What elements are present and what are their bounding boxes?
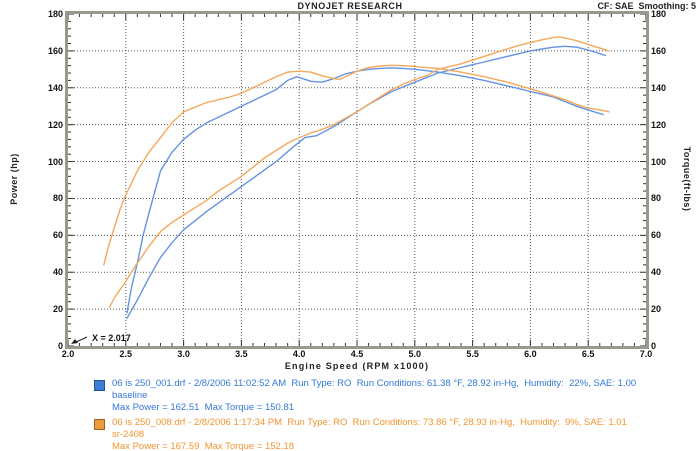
x-tick-label: 6.0 bbox=[524, 349, 537, 359]
x-tick-label: 4.0 bbox=[292, 349, 306, 359]
y-tick-label-right: 40 bbox=[651, 267, 662, 278]
legend-swatch bbox=[94, 380, 105, 391]
x-tick-label: 4.5 bbox=[350, 349, 364, 359]
y-tick-label-left: 0 bbox=[57, 341, 63, 351]
page-title: DYNOJET RESEARCH bbox=[297, 1, 403, 11]
x-tick-label: 2.5 bbox=[119, 349, 133, 359]
y-axis-title-power: Power (hp) bbox=[9, 153, 19, 205]
y-tick-label-right: 80 bbox=[651, 193, 662, 204]
x-tick-label: 3.5 bbox=[235, 349, 248, 359]
y-tick-label-left: 80 bbox=[52, 193, 63, 204]
y-tick-label-right: 140 bbox=[651, 82, 667, 93]
x-tick-label: 5.0 bbox=[408, 349, 422, 359]
legend-run-label: sr-2408 bbox=[112, 429, 145, 440]
legend-run-info: 06 is 250_008.drf - 2/8/2006 1:17:34 PM … bbox=[112, 417, 627, 428]
y-tick-label-left: 40 bbox=[52, 267, 63, 278]
x-tick-label: 5.5 bbox=[466, 349, 479, 359]
annotation-text: X = 2.017 bbox=[92, 333, 131, 343]
x-axis-title: Engine Speed (RPM x1000) bbox=[284, 361, 430, 371]
y-tick-label-left: 140 bbox=[47, 82, 63, 93]
legend: 06 is 250_001.drf - 2/8/2006 11:02:52 AM… bbox=[94, 378, 636, 451]
legend-run-label: baseline bbox=[112, 390, 148, 401]
legend-entry: 06 is 250_008.drf - 2/8/2006 1:17:34 PM … bbox=[94, 417, 636, 451]
x-tick-label: 7.0 bbox=[639, 349, 653, 359]
y-tick-label-left: 20 bbox=[52, 304, 63, 315]
legend-entry: 06 is 250_001.drf - 2/8/2006 11:02:52 AM… bbox=[94, 378, 636, 414]
curve-sr-2408-torque-ft-lbs- bbox=[103, 64, 610, 266]
legend-max-values: Max Power = 167.59 Max Torque = 152.18 bbox=[112, 441, 295, 451]
y-tick-label-left: 120 bbox=[47, 119, 63, 130]
x-tick-label: 2.0 bbox=[61, 349, 75, 359]
legend-run-info: 06 is 250_001.drf - 2/8/2006 11:02:52 AM… bbox=[112, 378, 637, 389]
curve-baseline-torque-ft-lbs- bbox=[126, 67, 604, 314]
y-tick-label-left: 180 bbox=[47, 9, 63, 19]
legend-max-values: Max Power = 162.51 Max Torque = 150.81 bbox=[112, 402, 295, 413]
legend-swatch bbox=[94, 419, 105, 430]
y-tick-label-right: 100 bbox=[651, 156, 667, 167]
y-tick-label-right: 160 bbox=[651, 45, 667, 56]
dyno-curves-canvas: X = 2.017 bbox=[68, 14, 646, 346]
curve-sr-2408-power-hp- bbox=[108, 36, 610, 308]
y-tick-label-right: 120 bbox=[651, 119, 667, 130]
y-tick-label-left: 160 bbox=[47, 45, 63, 56]
y-tick-label-right: 180 bbox=[651, 9, 667, 19]
x-tick-label: 6.5 bbox=[581, 349, 595, 359]
curve-baseline-power-hp- bbox=[126, 45, 607, 319]
y-tick-label-left: 60 bbox=[52, 230, 63, 241]
y-tick-label-right: 0 bbox=[651, 341, 657, 351]
plot-area: X = 2.017 bbox=[65, 11, 649, 349]
x-tick-label: 3.0 bbox=[177, 349, 190, 359]
y-tick-label-left: 100 bbox=[47, 156, 63, 167]
correction-smoothing-label: CF: SAE Smoothing: 5 bbox=[597, 1, 697, 11]
y-tick-label-right: 60 bbox=[651, 230, 662, 241]
y-tick-label-right: 20 bbox=[651, 304, 662, 315]
annotation-arrowhead bbox=[71, 339, 78, 344]
